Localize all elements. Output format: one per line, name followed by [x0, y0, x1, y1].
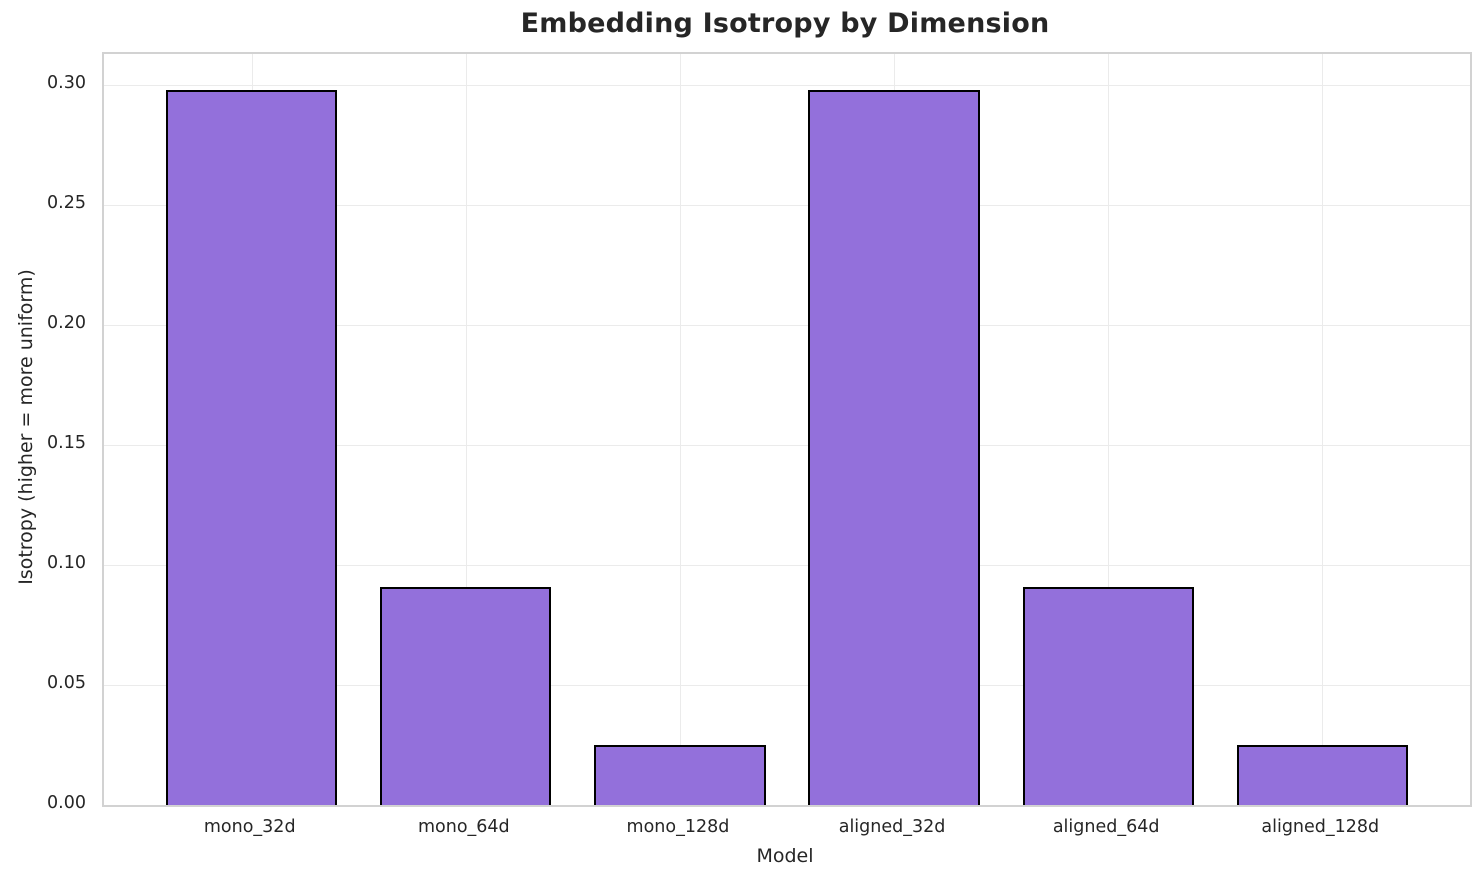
- x-tick-label-aligned_128d: aligned_128d: [1261, 817, 1380, 837]
- bar-mono_32d: [166, 90, 338, 805]
- plot-area: [102, 52, 1472, 807]
- bar-mono_128d: [594, 745, 766, 805]
- chart-title: Embedding Isotropy by Dimension: [520, 8, 1050, 39]
- h-gridline-0.30: [104, 85, 1470, 87]
- h-gridline-0.15: [104, 445, 1470, 447]
- v-gridline-mono_128d: [679, 54, 681, 805]
- h-gridline-0.10: [104, 565, 1470, 567]
- x-tick-label-aligned_64d: aligned_64d: [1052, 817, 1160, 837]
- bar-aligned_64d: [1022, 586, 1194, 805]
- y-tick-label-0.05: 0.05: [47, 673, 86, 694]
- y-tick-label-0.20: 0.20: [47, 313, 86, 334]
- v-gridline-aligned_64d: [1108, 54, 1110, 805]
- y-tick-label-0.15: 0.15: [47, 433, 86, 454]
- x-tick-label-aligned_32d: aligned_32d: [838, 817, 946, 837]
- bar-aligned_32d: [808, 90, 980, 805]
- y-axis-label: Isotropy (higher = more uniform): [15, 269, 37, 585]
- v-gridline-aligned_128d: [1322, 54, 1324, 805]
- bar-mono_64d: [380, 586, 552, 805]
- x-tick-label-mono_64d: mono_64d: [417, 817, 510, 837]
- x-tick-label-mono_32d: mono_32d: [203, 817, 296, 837]
- x-axis-label: Model: [756, 845, 814, 867]
- y-tick-label-0.00: 0.00: [47, 793, 86, 813]
- y-tick-label-0.25: 0.25: [47, 193, 86, 214]
- y-tick-label-0.10: 0.10: [47, 553, 86, 574]
- y-tick-label-0.30: 0.30: [47, 73, 86, 94]
- h-gridline-0.25: [104, 205, 1470, 207]
- x-tick-label-mono_128d: mono_128d: [626, 817, 730, 837]
- h-gridline-0.20: [104, 325, 1470, 327]
- v-gridline-mono_64d: [465, 54, 467, 805]
- bar-aligned_128d: [1236, 745, 1408, 805]
- h-gridline-0.05: [104, 685, 1470, 687]
